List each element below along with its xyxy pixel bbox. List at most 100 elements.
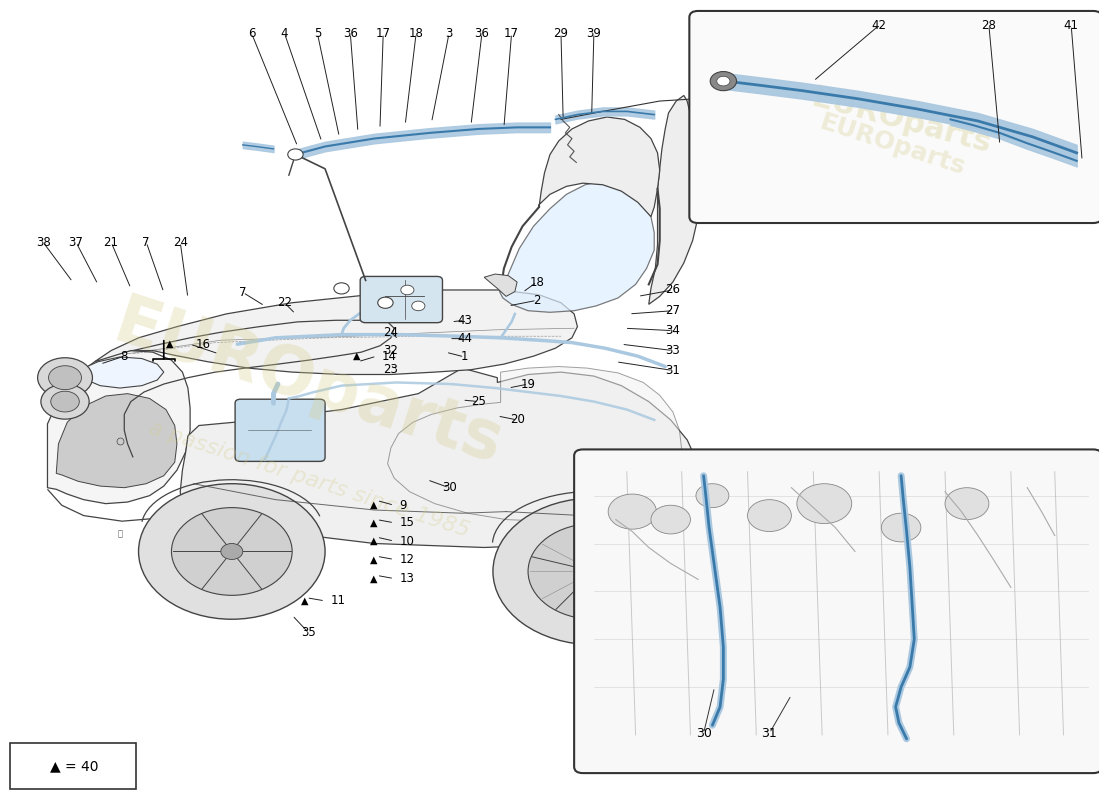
Polygon shape — [539, 117, 660, 217]
Text: 6: 6 — [248, 26, 255, 40]
Text: ▲: ▲ — [166, 339, 174, 349]
Text: 15: 15 — [399, 516, 415, 530]
Text: 3: 3 — [446, 26, 453, 40]
Text: 36: 36 — [343, 26, 358, 40]
Text: 30: 30 — [695, 726, 712, 740]
Polygon shape — [82, 357, 164, 388]
Text: 22: 22 — [277, 296, 292, 310]
Text: 1: 1 — [461, 350, 469, 363]
Text: 38: 38 — [35, 236, 51, 249]
FancyBboxPatch shape — [360, 277, 442, 322]
Text: ▲: ▲ — [353, 351, 360, 361]
Circle shape — [288, 149, 304, 160]
Text: 35: 35 — [301, 626, 316, 639]
Circle shape — [333, 283, 349, 294]
FancyBboxPatch shape — [574, 450, 1100, 773]
Text: 30: 30 — [442, 481, 456, 494]
Text: 7: 7 — [143, 236, 150, 249]
Text: 19: 19 — [520, 378, 536, 390]
Text: 36: 36 — [474, 26, 490, 40]
Text: 5: 5 — [314, 26, 321, 40]
Circle shape — [400, 286, 414, 294]
Circle shape — [945, 488, 989, 519]
Text: 2: 2 — [534, 294, 540, 307]
Polygon shape — [95, 290, 578, 374]
Circle shape — [881, 514, 921, 542]
Text: 41: 41 — [1064, 19, 1079, 32]
Text: 29: 29 — [553, 26, 569, 40]
Text: 20: 20 — [509, 414, 525, 426]
Text: a passion for parts since 1985: a passion for parts since 1985 — [145, 418, 472, 542]
Text: ▲: ▲ — [371, 574, 377, 583]
Circle shape — [51, 391, 79, 412]
Text: 26: 26 — [666, 283, 681, 297]
Circle shape — [377, 297, 393, 308]
Text: 13: 13 — [399, 572, 415, 585]
Text: 18: 18 — [529, 275, 544, 289]
Text: ▲: ▲ — [371, 518, 377, 528]
Text: ▲ = 40: ▲ = 40 — [50, 759, 98, 773]
Text: 31: 31 — [761, 726, 778, 740]
Text: EUROparts: EUROparts — [106, 290, 512, 478]
Text: ▲: ▲ — [301, 596, 309, 606]
Circle shape — [221, 543, 243, 559]
Circle shape — [411, 301, 425, 310]
Text: 33: 33 — [666, 344, 680, 357]
Circle shape — [37, 358, 92, 398]
Text: 28: 28 — [981, 19, 997, 32]
Circle shape — [796, 484, 851, 523]
Circle shape — [48, 366, 81, 390]
Circle shape — [583, 563, 605, 579]
Circle shape — [172, 508, 293, 595]
Text: 23: 23 — [384, 363, 398, 376]
Circle shape — [378, 298, 392, 307]
Text: 34: 34 — [666, 324, 680, 337]
Text: 43: 43 — [456, 314, 472, 326]
Text: 🐎: 🐎 — [118, 530, 122, 538]
FancyBboxPatch shape — [690, 11, 1100, 223]
Text: 17: 17 — [376, 26, 390, 40]
Text: 37: 37 — [68, 236, 84, 249]
Text: 17: 17 — [504, 26, 519, 40]
Text: ▲: ▲ — [371, 536, 377, 546]
Text: 7: 7 — [239, 286, 246, 299]
Text: 27: 27 — [666, 304, 681, 318]
Circle shape — [651, 506, 691, 534]
Text: 9: 9 — [399, 498, 407, 512]
Polygon shape — [47, 350, 190, 504]
Polygon shape — [499, 181, 654, 312]
Circle shape — [711, 71, 737, 90]
Text: EUROparts: EUROparts — [808, 83, 994, 159]
Circle shape — [748, 500, 791, 531]
Text: 21: 21 — [103, 236, 119, 249]
Text: 8: 8 — [121, 350, 128, 362]
Text: 11: 11 — [331, 594, 345, 607]
Text: 12: 12 — [399, 553, 415, 566]
Polygon shape — [387, 366, 682, 521]
Text: 16: 16 — [196, 338, 210, 350]
Text: 31: 31 — [666, 364, 680, 377]
Circle shape — [493, 498, 695, 645]
Circle shape — [41, 384, 89, 419]
Polygon shape — [180, 368, 702, 547]
FancyBboxPatch shape — [10, 743, 136, 789]
Text: EUROparts: EUROparts — [816, 110, 968, 180]
FancyBboxPatch shape — [235, 399, 326, 462]
Polygon shape — [56, 394, 177, 488]
Text: 32: 32 — [384, 344, 398, 357]
Polygon shape — [649, 95, 698, 304]
Text: 44: 44 — [456, 332, 472, 345]
Text: 25: 25 — [471, 395, 486, 408]
Circle shape — [717, 76, 730, 86]
Text: 10: 10 — [399, 534, 415, 548]
Circle shape — [528, 523, 660, 619]
Text: 24: 24 — [173, 236, 188, 249]
Text: 39: 39 — [586, 26, 602, 40]
Text: ▲: ▲ — [371, 500, 377, 510]
Text: 24: 24 — [384, 326, 398, 338]
Text: 14: 14 — [382, 350, 397, 362]
Polygon shape — [484, 274, 517, 296]
Text: 18: 18 — [409, 26, 424, 40]
Text: 4: 4 — [280, 26, 288, 40]
Text: ▲: ▲ — [371, 554, 377, 565]
